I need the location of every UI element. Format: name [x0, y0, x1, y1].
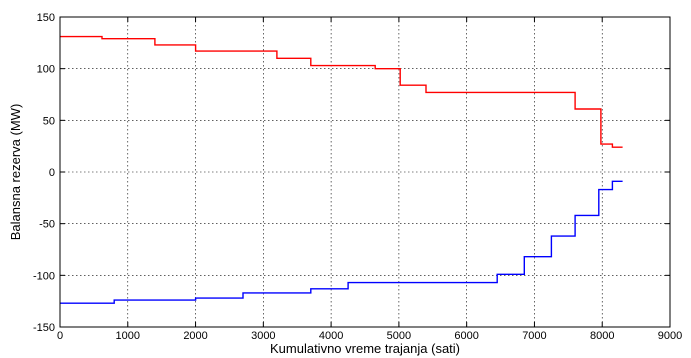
grid-lines: [60, 17, 670, 327]
y-tick-label: 150: [37, 12, 55, 24]
axis-ticks: [59, 16, 671, 328]
x-tick-label: 9000: [658, 330, 682, 342]
x-tick-label: 3000: [251, 330, 275, 342]
series-line-1: [60, 35, 623, 148]
x-tick-label: 6000: [454, 330, 478, 342]
x-tick-label: 1000: [116, 330, 140, 342]
y-tick-label: 50: [43, 115, 55, 127]
x-tick-label: 4000: [319, 330, 343, 342]
y-tick-label: -50: [39, 219, 55, 231]
y-tick-label: 100: [37, 64, 55, 76]
x-tick-label: 0: [57, 330, 63, 342]
y-tick-label: 0: [49, 167, 55, 179]
x-tick-label: 8000: [590, 330, 614, 342]
tick-labels: 0 1000 2000 3000 4000 5000 6000 7000 8000 9000-15…: [33, 12, 682, 342]
y-tick-label: -150: [33, 322, 55, 334]
y-axis-label: Balansna rezerva (MW): [8, 104, 23, 241]
y-tick-label: -100: [33, 270, 55, 282]
x-tick-label: 5000: [387, 330, 411, 342]
x-axis-label: Kumulativno vreme trajanja (sati): [270, 341, 460, 356]
series-line-2: [60, 180, 623, 304]
x-tick-label: 7000: [522, 330, 546, 342]
chart-series: [60, 35, 623, 304]
x-tick-label: 2000: [183, 330, 207, 342]
